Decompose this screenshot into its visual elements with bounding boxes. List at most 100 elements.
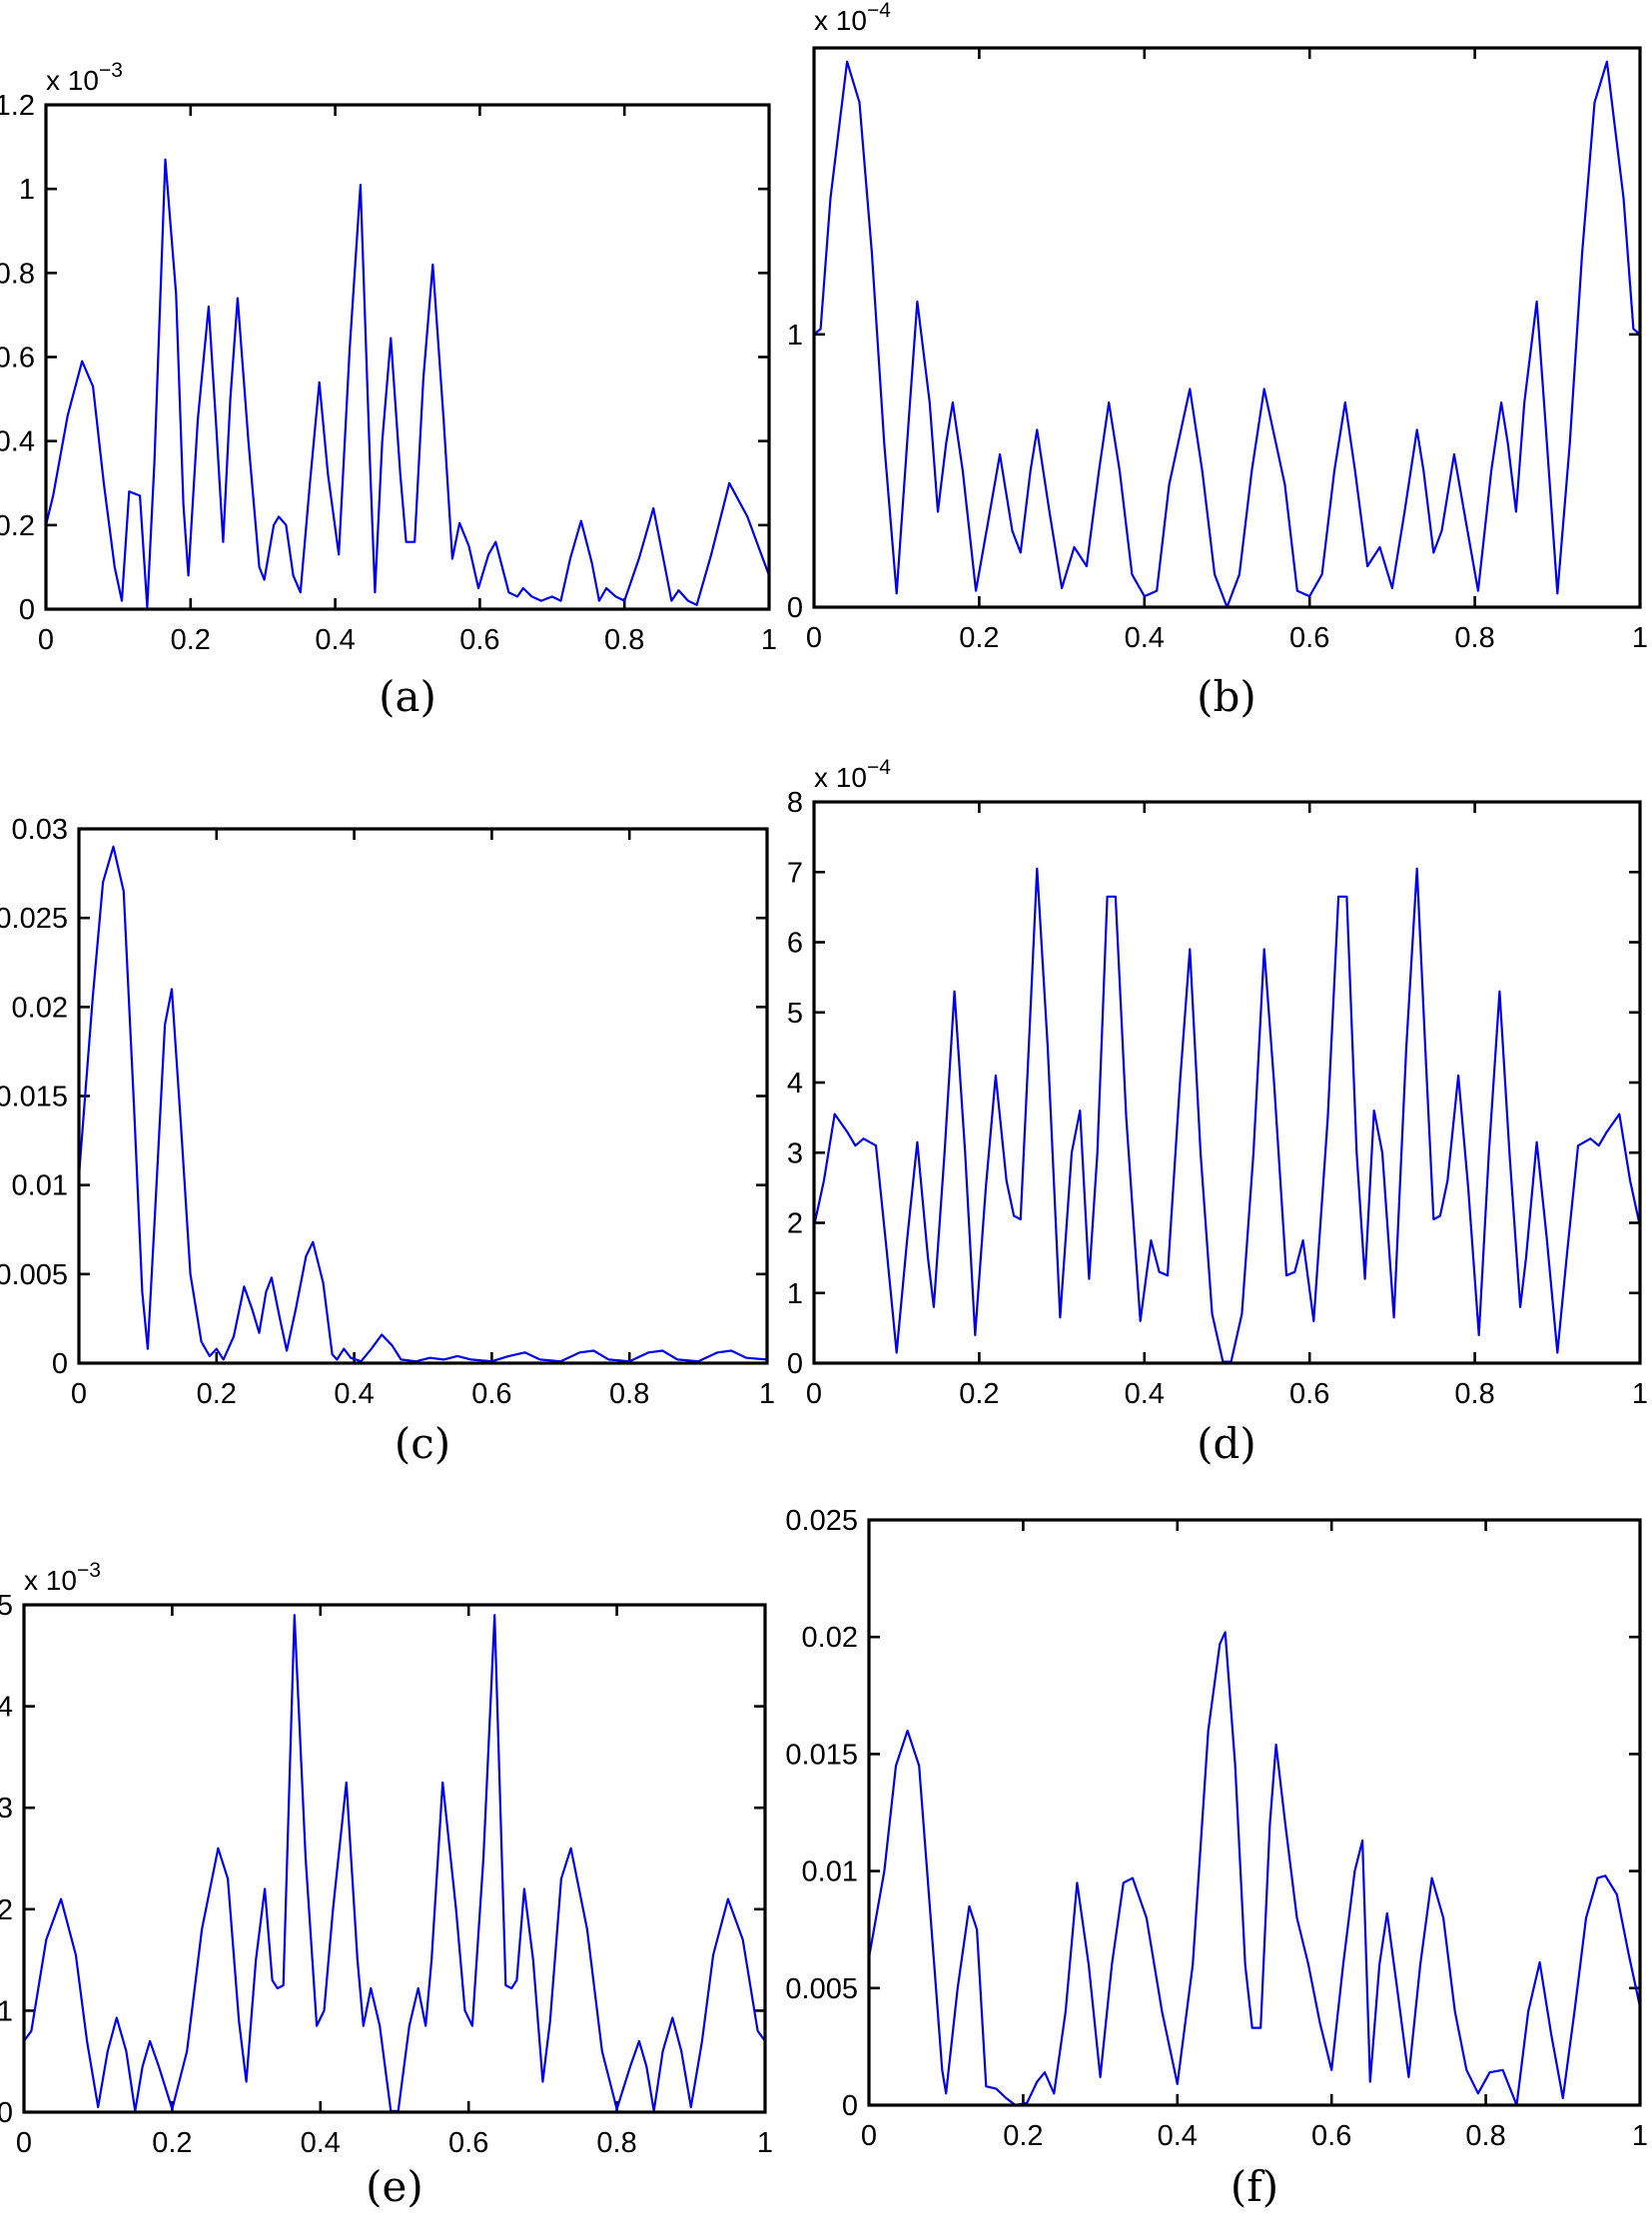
x-tick-label: 0.6: [1289, 1378, 1329, 1410]
plot-a: 0 0.2 0.4 0.6 0.8 1 0 0.2 0.4 0.6 0.8 1 1.2 x 10−3 (a): [0, 59, 777, 721]
x-tick-label: 0.6: [1311, 2120, 1351, 2152]
y-exponent-label-b: x 10−4: [814, 0, 891, 36]
x-tick-label: 0.8: [1454, 622, 1494, 654]
x-tick-label: 0: [861, 2120, 877, 2152]
y-tick-label: 4: [787, 1068, 803, 1100]
x-tick-label: 0: [16, 2127, 32, 2159]
y-tick-label: 0: [787, 592, 803, 624]
y-tick-label: 1.2: [0, 90, 35, 122]
x-tick-label: 0.4: [301, 2127, 341, 2159]
axes-frame-e: [22, 1603, 767, 2114]
y-tick-label: 4: [0, 1692, 13, 1724]
axes-frame-d: [812, 800, 1642, 1365]
x-tick-label: 1: [1632, 622, 1648, 654]
x-tick-label: 0.8: [609, 1378, 649, 1410]
y-tick-label: 1: [787, 320, 803, 352]
plot-e: 0 0.2 0.4 0.6 0.8 1 0 1 2 3 4 5 x 10−3 (e): [0, 1559, 773, 2211]
caption-d: (d): [1197, 1419, 1256, 1468]
x-tick-label: 1: [757, 2127, 773, 2159]
y-tick-label: 6: [787, 928, 803, 960]
plot-c: 0 0.2 0.4 0.6 0.8 1 0 0.005 0.01 0.015 0.02 0.025 0.…: [0, 814, 775, 1468]
x-tick-label: 0.8: [604, 624, 644, 656]
y-tick-label: 7: [787, 857, 803, 889]
y-tick-label: 0: [0, 2097, 13, 2129]
x-tick-label: 0.2: [1003, 2120, 1043, 2152]
x-tick-label: 0.4: [1158, 2120, 1198, 2152]
y-tick-label: 1: [0, 1995, 13, 2027]
y-tick-label: 0.4: [0, 426, 35, 458]
y-tick-label: 0.01: [802, 1856, 858, 1888]
y-tick-label: 0.03: [12, 814, 68, 846]
caption-a: (a): [379, 672, 436, 721]
x-tick-label: 0.2: [959, 1378, 999, 1410]
x-tick-label: 0.6: [1289, 622, 1329, 654]
y-tick-label: 0.01: [12, 1170, 68, 1202]
x-tick-label: 0.4: [1125, 622, 1165, 654]
x-tick-label: 1: [1632, 1378, 1648, 1410]
y-tick-label: 0.6: [0, 343, 35, 374]
curve-f: [867, 1631, 1642, 2107]
x-tick-label: 0.4: [1125, 1378, 1165, 1410]
y-tick-label: 5: [787, 998, 803, 1030]
y-tick-label: 0.02: [12, 992, 68, 1024]
x-tick-label: 1: [761, 624, 777, 656]
y-tick-label: 8: [787, 787, 803, 819]
x-tick-label: 0.2: [171, 624, 211, 656]
y-exponent-label-a: x 10−3: [46, 59, 123, 96]
caption-c: (c): [395, 1419, 450, 1468]
y-tick-label: 2: [787, 1208, 803, 1240]
y-tick-label: 0.025: [785, 1505, 858, 1537]
y-tick-label: 1: [19, 174, 35, 206]
y-tick-label: 0.2: [0, 510, 35, 542]
axes-frame-f: [867, 1518, 1642, 2107]
x-tick-label: 0: [806, 1378, 822, 1410]
x-tick-label: 0.8: [1454, 1378, 1494, 1410]
y-tick-label: 0.02: [802, 1622, 858, 1654]
y-tick-label: 0: [19, 594, 35, 626]
caption-e: (e): [366, 2162, 423, 2211]
x-tick-label: 1: [759, 1378, 775, 1410]
y-tick-label: 0.005: [785, 1973, 858, 2005]
plot-f: 0 0.2 0.4 0.6 0.8 1 0 0.005 0.01 0.015 0.02 0.025 (f…: [785, 1505, 1648, 2211]
y-exponent-label-d: x 10−4: [814, 756, 891, 793]
y-exponent-label-e: x 10−3: [24, 1559, 101, 1596]
y-tick-label: 2: [0, 1894, 13, 1926]
plot-b: 0 0.2 0.4 0.6 0.8 1 0 1 x 10−4 (b): [787, 0, 1648, 721]
x-tick-label: 0.4: [315, 624, 355, 656]
x-tick-label: 0.8: [1465, 2120, 1505, 2152]
y-tick-label: 0: [842, 2090, 858, 2122]
y-tick-label: 0.025: [0, 903, 68, 935]
y-tick-label: 5: [0, 1590, 13, 1622]
plot-d: 0 0.2 0.4 0.6 0.8 1 0 1 2 3 4 5 6 7 8 x 10−4 (d): [787, 756, 1648, 1468]
x-tick-label: 0.2: [197, 1378, 237, 1410]
caption-f: (f): [1231, 2162, 1278, 2211]
x-tick-label: 0.6: [471, 1378, 511, 1410]
x-tick-label: 0.2: [959, 622, 999, 654]
axes-frame-b: [812, 46, 1642, 609]
y-tick-label: 0: [52, 1348, 68, 1380]
x-tick-label: 1: [1632, 2120, 1648, 2152]
x-tick-label: 0: [71, 1378, 87, 1410]
x-tick-label: 0.6: [459, 624, 499, 656]
y-tick-label: 1: [787, 1278, 803, 1310]
y-tick-label: 0.015: [785, 1739, 858, 1771]
y-tick-label: 0: [787, 1348, 803, 1380]
curve-a: [44, 158, 771, 608]
x-tick-label: 0.2: [152, 2127, 192, 2159]
x-tick-label: 0.8: [596, 2127, 636, 2159]
x-tick-label: 0.4: [334, 1378, 374, 1410]
curve-c: [77, 845, 769, 1363]
y-tick-label: 0.015: [0, 1082, 68, 1113]
x-tick-label: 0: [806, 622, 822, 654]
y-tick-label: 0.005: [0, 1259, 68, 1291]
axes-frame-c: [77, 827, 769, 1365]
x-tick-label: 0.6: [448, 2127, 488, 2159]
y-tick-label: 0.8: [0, 258, 35, 290]
x-tick-label: 0: [38, 624, 54, 656]
axes-frame-a: [44, 103, 771, 611]
y-tick-label: 3: [787, 1137, 803, 1169]
y-tick-label: 3: [0, 1793, 13, 1825]
